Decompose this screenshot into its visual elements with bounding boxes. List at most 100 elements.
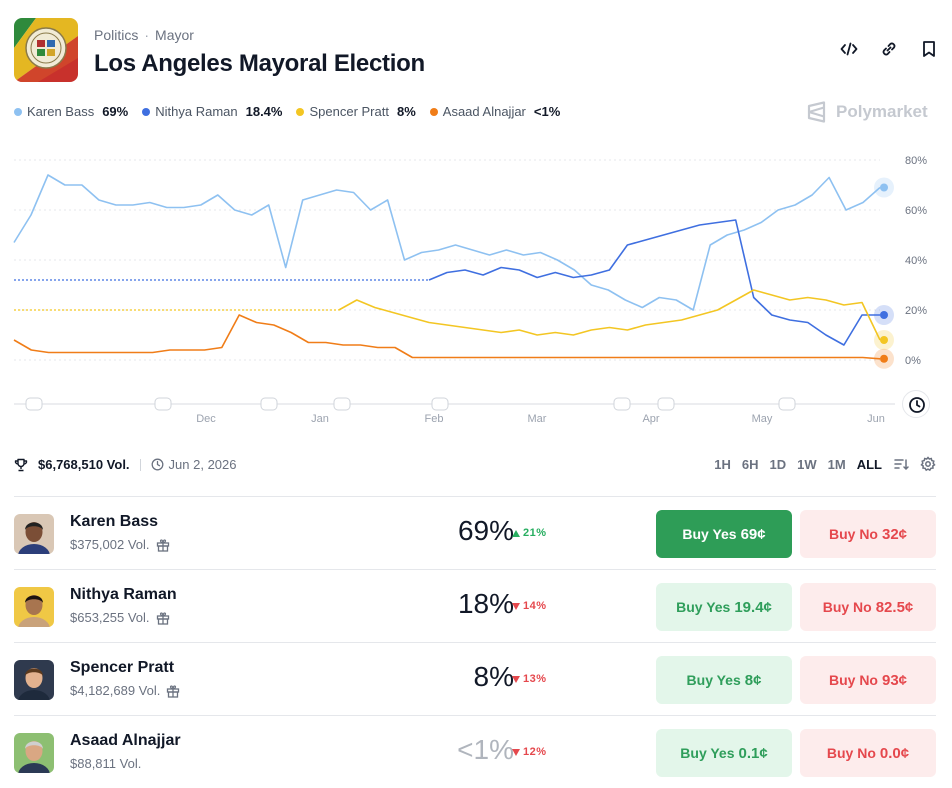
legend-value: 8% (396, 104, 416, 119)
legend-name: Nithya Raman (155, 104, 238, 119)
x-tick-label: Mar (528, 413, 547, 425)
buy-yes-price: 0.1¢ (738, 744, 768, 762)
legend-dot-icon (296, 107, 305, 116)
y-tick-label: 80% (905, 155, 927, 167)
page-title: Los Angeles Mayoral Election (94, 50, 425, 77)
buy-no-button[interactable]: Buy No 0.0¢ (800, 729, 936, 777)
change-value: 14% (523, 600, 547, 612)
buy-no-button[interactable]: Buy No 82.5¢ (800, 583, 936, 631)
outcome-row[interactable]: Asaad Alnajjar $88,811 Vol. <1% 12% Buy Yes 0… (14, 715, 936, 788)
buy-yes-label: Buy Yes (686, 672, 741, 688)
arrow-down-icon (512, 675, 520, 683)
candidate-probability: <1% (457, 734, 514, 765)
buy-yes-label: Buy Yes (682, 526, 737, 542)
range-6h[interactable]: 6H (741, 456, 759, 472)
legend-dot-icon (14, 107, 22, 116)
buy-no-price: 82.5¢ (875, 598, 914, 616)
y-tick-label: 20% (905, 305, 927, 317)
candidate-name[interactable]: Karen Bass (70, 513, 159, 530)
clock-small-icon (151, 458, 163, 471)
price-history-chart[interactable]: 0% 20% 40% 60% 80% Dec Jan Feb Mar Apr May Jun (0, 140, 952, 435)
x-tick-label: May (752, 413, 773, 425)
candidate-probability: 18% (457, 588, 514, 619)
polymarket-icon (807, 101, 826, 123)
legend-dot-icon (429, 107, 438, 116)
series-end-dot (880, 354, 888, 363)
timeline-marker (333, 397, 351, 411)
candidate-probability: 8% (473, 661, 514, 692)
market-stats: $6,768,510 Vol. Jun 2, 2026 (14, 457, 237, 472)
outcome-row[interactable]: Karen Bass $375,002 Vol. 69% 21% Buy Yes 69¢ B… (14, 496, 936, 569)
settings-gear-icon[interactable] (920, 456, 936, 472)
legend-value: 69% (102, 104, 129, 119)
y-tick-label: 40% (905, 255, 927, 267)
probability-change: 12% (512, 746, 547, 758)
market-header: Politics · Mayor Los Angeles Mayoral Ele… (14, 18, 938, 82)
embed-code-icon[interactable] (840, 40, 858, 58)
gift-icon[interactable] (156, 611, 170, 625)
timeline-marker (260, 397, 278, 411)
sort-icon[interactable] (893, 456, 909, 472)
legend-item: Nithya Raman 18.4% (142, 104, 282, 119)
x-tick-label: Jun (867, 413, 885, 425)
range-selector: 1H 6H 1D 1W 1M ALL (714, 456, 936, 472)
timeline-marker (778, 397, 796, 411)
candidate-avatar (14, 514, 54, 554)
range-1w[interactable]: 1W (797, 456, 817, 472)
y-tick-label: 0% (905, 355, 921, 367)
breadcrumb: Politics · Mayor (94, 27, 194, 43)
outcome-row[interactable]: Nithya Raman $653,255 Vol. 18% 14% Buy Yes 19… (14, 569, 936, 642)
buy-yes-button[interactable]: Buy Yes 19.4¢ (656, 583, 792, 631)
breadcrumb-category[interactable]: Politics (94, 27, 139, 43)
change-value: 21% (523, 527, 547, 539)
series-line (338, 289, 881, 341)
range-all[interactable]: ALL (856, 456, 882, 472)
time-range-button[interactable] (902, 390, 930, 418)
outcome-list: Karen Bass $375,002 Vol. 69% 21% Buy Yes 69¢ B… (14, 496, 936, 788)
candidate-avatar (14, 587, 54, 627)
candidate-name[interactable]: Spencer Pratt (70, 659, 175, 676)
buy-no-label: Buy No (822, 599, 872, 615)
legend-name: Asaad Alnajjar (442, 104, 526, 119)
legend-dot-icon (142, 107, 151, 116)
range-1m[interactable]: 1M (827, 456, 846, 472)
legend-item: Karen Bass 69% (14, 104, 128, 119)
series-end-dot (880, 183, 888, 192)
gift-icon[interactable] (156, 538, 170, 552)
buy-yes-label: Buy Yes (676, 599, 731, 615)
buy-yes-button[interactable]: Buy Yes 69¢ (656, 510, 792, 558)
breadcrumb-subcategory[interactable]: Mayor (155, 27, 194, 43)
candidate-volume: $4,182,689 Vol. (70, 683, 180, 698)
buy-no-button[interactable]: Buy No 32¢ (800, 510, 936, 558)
range-1h[interactable]: 1H (714, 456, 731, 472)
y-tick-label: 60% (905, 205, 927, 217)
buy-yes-button[interactable]: Buy Yes 0.1¢ (656, 729, 792, 777)
divider (139, 458, 141, 471)
timeline-marker (154, 397, 172, 411)
candidate-probability: 69% (457, 515, 514, 546)
arrow-down-icon (512, 748, 520, 756)
legend-item: Spencer Pratt 8% (296, 104, 416, 119)
gift-icon[interactable] (166, 684, 180, 698)
buy-yes-button[interactable]: Buy Yes 8¢ (656, 656, 792, 704)
outcome-row[interactable]: Spencer Pratt $4,182,689 Vol. 8% 13% Buy Yes… (14, 642, 936, 715)
series-line (13, 174, 881, 311)
link-icon[interactable] (880, 40, 898, 58)
series-end-dot (880, 311, 888, 319)
x-tick-label: Dec (196, 413, 216, 425)
buy-yes-label: Buy Yes (680, 745, 735, 761)
range-1d[interactable]: 1D (769, 456, 787, 472)
x-tick-label: Feb (425, 413, 444, 425)
candidate-name[interactable]: Asaad Alnajjar (70, 732, 181, 749)
bookmark-icon[interactable] (920, 40, 938, 58)
buy-yes-price: 19.4¢ (734, 598, 772, 616)
probability-change: 14% (512, 600, 547, 612)
probability-change: 13% (512, 673, 547, 685)
candidate-volume-text: $4,182,689 Vol. (70, 683, 161, 698)
buy-no-label: Buy No (828, 672, 878, 688)
change-value: 13% (523, 673, 547, 685)
end-date-text: Jun 2, 2026 (168, 457, 237, 472)
candidate-volume: $653,255 Vol. (70, 610, 170, 625)
candidate-name[interactable]: Nithya Raman (70, 586, 177, 603)
buy-no-button[interactable]: Buy No 93¢ (800, 656, 936, 704)
